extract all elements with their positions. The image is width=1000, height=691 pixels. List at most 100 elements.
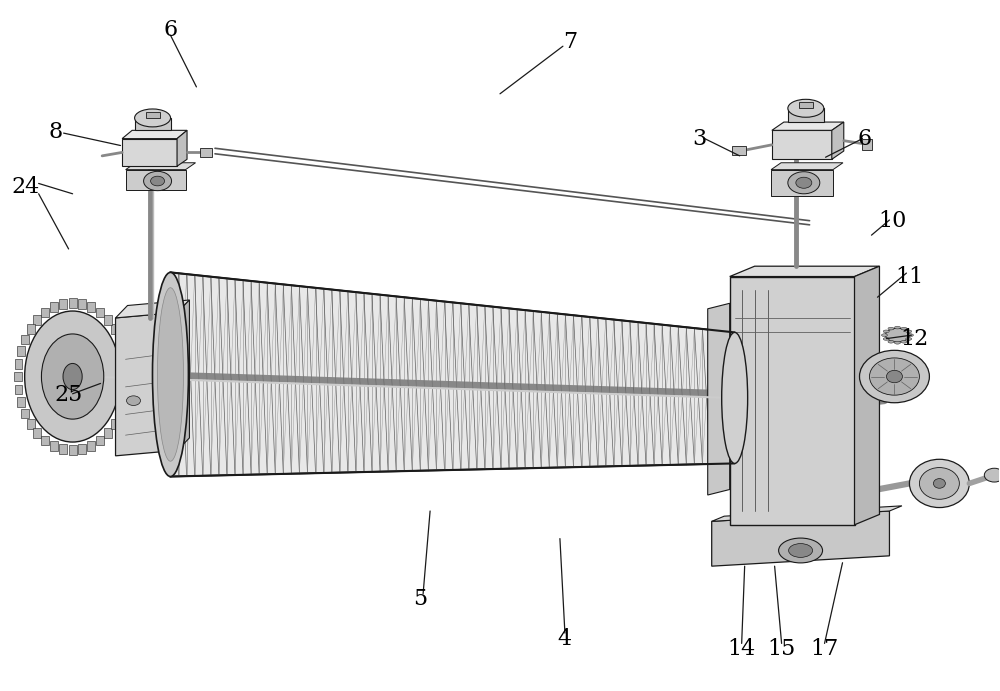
Polygon shape (730, 276, 855, 524)
Polygon shape (170, 272, 735, 477)
Text: 5: 5 (413, 588, 427, 610)
Polygon shape (712, 511, 889, 566)
Bar (124, 372, 132, 381)
Ellipse shape (135, 109, 171, 127)
Bar (21, 408, 29, 418)
Bar (120, 346, 128, 356)
Bar (111, 324, 119, 334)
Ellipse shape (144, 171, 172, 191)
Bar (732, 146, 746, 155)
Ellipse shape (984, 468, 1000, 482)
Ellipse shape (788, 172, 820, 193)
Bar (69, 446, 77, 455)
Bar (116, 408, 124, 418)
Bar (87, 441, 95, 451)
Bar (27, 324, 35, 334)
Bar (33, 315, 41, 325)
Bar (200, 148, 212, 158)
Polygon shape (177, 300, 189, 451)
Polygon shape (730, 266, 879, 276)
Bar (59, 299, 67, 309)
Text: 14: 14 (728, 638, 756, 660)
Bar (17, 346, 25, 356)
Text: 6: 6 (857, 128, 872, 150)
Bar (15, 359, 22, 368)
Bar (788, 108, 824, 122)
Bar (69, 298, 77, 307)
Ellipse shape (894, 341, 900, 344)
Polygon shape (712, 506, 902, 521)
Ellipse shape (881, 334, 887, 337)
Polygon shape (116, 300, 189, 318)
Bar (120, 397, 128, 406)
Bar (15, 384, 22, 394)
Ellipse shape (901, 328, 907, 330)
Bar (146, 113, 160, 118)
Ellipse shape (779, 538, 823, 563)
Text: 6: 6 (163, 19, 178, 41)
Bar (104, 428, 112, 438)
Polygon shape (832, 122, 844, 160)
Ellipse shape (933, 479, 945, 489)
Bar (123, 384, 131, 394)
Ellipse shape (860, 350, 929, 403)
Ellipse shape (906, 338, 912, 341)
Polygon shape (855, 266, 879, 524)
Bar (116, 335, 124, 345)
Ellipse shape (907, 334, 913, 337)
Polygon shape (177, 131, 187, 167)
Ellipse shape (909, 460, 969, 508)
Text: 17: 17 (810, 638, 839, 660)
Ellipse shape (152, 272, 188, 477)
Ellipse shape (789, 544, 813, 558)
Text: 8: 8 (48, 121, 63, 143)
Bar (59, 444, 67, 454)
Bar (123, 359, 131, 368)
Bar (27, 419, 35, 429)
Text: 11: 11 (895, 265, 924, 287)
Polygon shape (126, 163, 196, 170)
Ellipse shape (885, 328, 909, 342)
Ellipse shape (41, 334, 104, 419)
Bar (78, 299, 86, 309)
Ellipse shape (894, 326, 900, 329)
Polygon shape (772, 122, 844, 131)
Bar (21, 335, 29, 345)
Ellipse shape (869, 358, 919, 395)
Ellipse shape (886, 370, 902, 383)
Ellipse shape (796, 177, 812, 188)
Bar (104, 315, 112, 325)
Ellipse shape (888, 341, 894, 343)
Bar (772, 131, 832, 160)
Ellipse shape (919, 468, 959, 500)
Polygon shape (122, 131, 187, 139)
Bar (799, 102, 813, 108)
Text: 3: 3 (693, 128, 707, 150)
Bar (96, 307, 104, 317)
Bar (122, 139, 177, 167)
Ellipse shape (883, 338, 889, 341)
Text: 24: 24 (12, 176, 40, 198)
Ellipse shape (883, 330, 889, 333)
Ellipse shape (157, 287, 183, 461)
Bar (135, 118, 171, 131)
Text: 10: 10 (878, 210, 907, 232)
Ellipse shape (151, 176, 165, 186)
Bar (87, 303, 95, 312)
Bar (33, 428, 41, 438)
Ellipse shape (906, 330, 912, 333)
Bar (126, 170, 186, 190)
Bar (771, 170, 833, 196)
Bar (862, 140, 872, 151)
Text: 12: 12 (900, 328, 929, 350)
Text: 7: 7 (563, 31, 577, 53)
Polygon shape (708, 303, 730, 495)
Bar (41, 307, 49, 317)
Ellipse shape (63, 363, 82, 390)
Ellipse shape (901, 341, 907, 343)
Text: 15: 15 (767, 638, 796, 660)
Bar (50, 441, 58, 451)
Ellipse shape (722, 332, 748, 464)
Ellipse shape (127, 396, 141, 406)
Ellipse shape (25, 311, 121, 442)
